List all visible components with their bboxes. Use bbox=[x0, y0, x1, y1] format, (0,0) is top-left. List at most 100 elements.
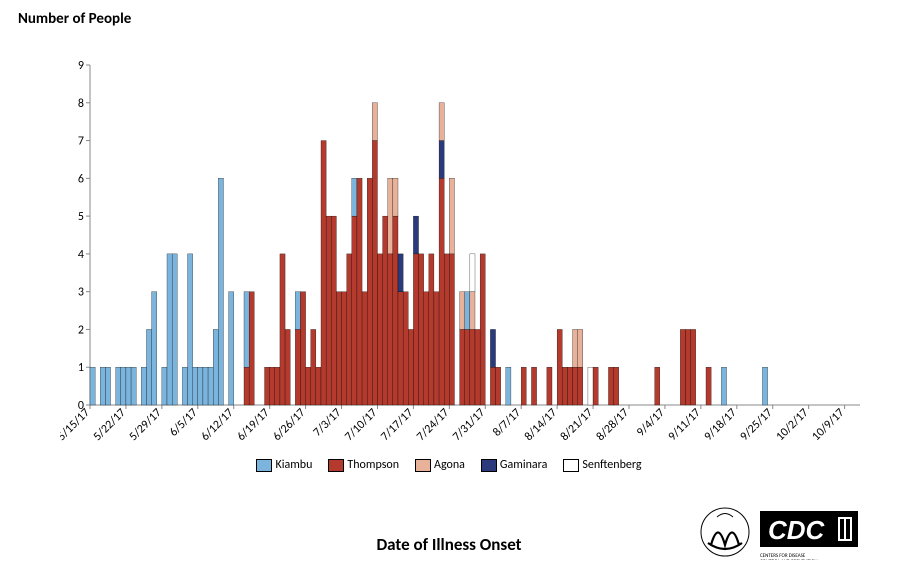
legend-label: Thompson bbox=[347, 458, 399, 472]
bar-thompson bbox=[680, 329, 685, 405]
bar-thompson bbox=[306, 367, 311, 405]
svg-text:8: 8 bbox=[78, 97, 84, 111]
bar-thompson bbox=[413, 254, 418, 405]
bar-thompson bbox=[691, 329, 696, 405]
bar-thompson bbox=[331, 216, 336, 405]
bar-thompson bbox=[593, 367, 598, 405]
bar-thompson bbox=[357, 178, 362, 405]
svg-text:7/31/17: 7/31/17 bbox=[450, 406, 488, 444]
bar-agona bbox=[578, 329, 583, 367]
svg-text:5/15/17: 5/15/17 bbox=[60, 406, 93, 444]
svg-text:6/5/17: 6/5/17 bbox=[167, 406, 201, 440]
bar-kiambu bbox=[352, 178, 357, 216]
bar-gaminara bbox=[398, 254, 403, 292]
bar-agona bbox=[439, 103, 444, 141]
svg-text:7/17/17: 7/17/17 bbox=[378, 406, 416, 444]
svg-text:8/7/17: 8/7/17 bbox=[490, 406, 524, 440]
svg-text:4: 4 bbox=[78, 248, 84, 262]
bar-thompson bbox=[285, 329, 290, 405]
bar-thompson bbox=[316, 367, 321, 405]
bar-thompson bbox=[388, 254, 393, 405]
svg-text:5/29/17: 5/29/17 bbox=[127, 406, 165, 444]
svg-text:7: 7 bbox=[78, 135, 84, 149]
bar-thompson bbox=[295, 329, 300, 405]
bar-thompson bbox=[270, 367, 275, 405]
bar-thompson bbox=[347, 254, 352, 405]
legend-swatch bbox=[415, 459, 431, 472]
legend-item-kiambu: Kiambu bbox=[256, 458, 312, 472]
svg-text:7/3/17: 7/3/17 bbox=[311, 406, 345, 440]
legend-label: Kiambu bbox=[275, 458, 312, 472]
bar-thompson bbox=[393, 216, 398, 405]
bar-kiambu bbox=[131, 367, 136, 405]
bar-thompson bbox=[475, 329, 480, 405]
bar-thompson bbox=[336, 292, 341, 405]
bar-kiambu bbox=[116, 367, 121, 405]
legend-swatch bbox=[481, 459, 497, 472]
bar-thompson bbox=[342, 292, 347, 405]
bar-thompson bbox=[439, 178, 444, 405]
bar-thompson bbox=[614, 367, 619, 405]
bar-thompson bbox=[685, 329, 690, 405]
svg-text:8/21/17: 8/21/17 bbox=[558, 406, 596, 444]
svg-text:5: 5 bbox=[78, 210, 84, 224]
bar-thompson bbox=[557, 329, 562, 405]
bar-thompson bbox=[608, 367, 613, 405]
bar-thompson bbox=[531, 367, 536, 405]
bar-senftenberg bbox=[470, 254, 475, 292]
bar-kiambu bbox=[90, 367, 95, 405]
bar-thompson bbox=[352, 216, 357, 405]
legend-label: Agona bbox=[434, 458, 465, 472]
svg-text:5/22/17: 5/22/17 bbox=[91, 406, 129, 444]
bar-thompson bbox=[573, 367, 578, 405]
legend-label: Senftenberg bbox=[582, 458, 641, 472]
bar-kiambu bbox=[208, 367, 213, 405]
bar-kiambu bbox=[172, 254, 177, 405]
bar-thompson bbox=[470, 329, 475, 405]
hhs-logo bbox=[701, 508, 749, 556]
bar-thompson bbox=[265, 367, 270, 405]
bar-thompson bbox=[655, 367, 660, 405]
bar-thompson bbox=[434, 292, 439, 405]
bar-agona bbox=[460, 292, 465, 330]
bar-thompson bbox=[280, 254, 285, 405]
legend-item-thompson: Thompson bbox=[328, 458, 399, 472]
svg-text:9/18/17: 9/18/17 bbox=[702, 406, 740, 444]
bar-agona bbox=[372, 103, 377, 141]
bar-thompson bbox=[321, 141, 326, 405]
svg-text:6/19/17: 6/19/17 bbox=[235, 406, 273, 444]
bar-thompson bbox=[275, 367, 280, 405]
bar-thompson bbox=[383, 216, 388, 405]
svg-text:3: 3 bbox=[78, 286, 84, 300]
bar-thompson bbox=[398, 292, 403, 405]
legend-item-gaminara: Gaminara bbox=[481, 458, 547, 472]
bar-thompson bbox=[311, 329, 316, 405]
bar-kiambu bbox=[762, 367, 767, 405]
bar-gaminara bbox=[413, 216, 418, 254]
bar-thompson bbox=[249, 292, 254, 405]
bar-thompson bbox=[562, 367, 567, 405]
bar-kiambu bbox=[721, 367, 726, 405]
bar-thompson bbox=[424, 292, 429, 405]
bar-kiambu bbox=[465, 292, 470, 330]
bar-kiambu bbox=[121, 367, 126, 405]
bar-thompson bbox=[465, 329, 470, 405]
bar-senftenberg bbox=[588, 367, 593, 405]
bar-kiambu bbox=[182, 367, 187, 405]
bar-thompson bbox=[419, 254, 424, 405]
bar-kiambu bbox=[126, 367, 131, 405]
svg-text:9/11/17: 9/11/17 bbox=[666, 406, 704, 444]
svg-text:8/28/17: 8/28/17 bbox=[594, 406, 632, 444]
legend-swatch bbox=[328, 459, 344, 472]
bar-kiambu bbox=[152, 292, 157, 405]
bar-agona bbox=[573, 329, 578, 367]
bar-kiambu bbox=[244, 292, 249, 368]
svg-text:10/2/17: 10/2/17 bbox=[774, 406, 812, 444]
svg-text:9: 9 bbox=[78, 59, 84, 73]
bar-agona bbox=[388, 178, 393, 254]
legend-label: Gaminara bbox=[500, 458, 547, 472]
bar-kiambu bbox=[203, 367, 208, 405]
bar-agona bbox=[449, 178, 454, 254]
svg-text:9/25/17: 9/25/17 bbox=[738, 406, 776, 444]
bar-thompson bbox=[567, 367, 572, 405]
